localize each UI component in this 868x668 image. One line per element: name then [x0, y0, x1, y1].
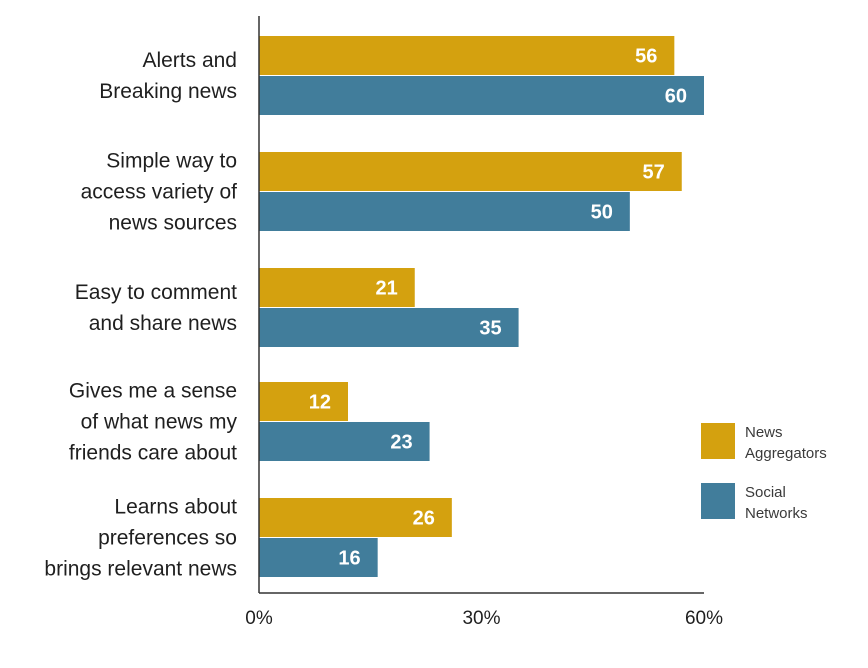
bar-series-1-category-2 [259, 308, 519, 347]
bar-series-0-category-0 [259, 36, 675, 75]
category-label-0-line-0: Alerts and [142, 49, 237, 72]
bar-series-1-category-3 [259, 422, 430, 461]
category-label-4-line-0: Learns about [114, 496, 237, 519]
legend: News Aggregators Social Networks [701, 423, 827, 522]
category-label-4-line-1: preferences so [98, 527, 237, 550]
legend-label-series-1-line-0: Social [745, 484, 786, 501]
category-label-2-line-0: Easy to comment [75, 281, 237, 304]
legend-swatch-series-0 [701, 423, 735, 459]
data-label-series-0-category-1: 57 [643, 162, 665, 184]
x-tick-label-0: 0% [245, 608, 273, 629]
legend-label-series-0-line-0: News [745, 424, 783, 441]
data-label-series-0-category-2: 21 [376, 278, 398, 300]
data-label-series-0-category-4: 26 [413, 508, 435, 530]
category-label-4-line-2: brings relevant news [44, 558, 237, 581]
category-label-3-line-2: friends care about [69, 442, 237, 465]
data-label-series-1-category-4: 16 [338, 548, 360, 570]
data-label-series-1-category-2: 35 [479, 318, 501, 340]
category-label-2-line-1: and share news [89, 312, 237, 335]
bar-series-0-category-4 [259, 498, 452, 537]
data-label-series-1-category-0: 60 [665, 86, 687, 108]
bars-layer [259, 36, 704, 577]
data-label-series-0-category-3: 12 [309, 392, 331, 414]
category-label-3-line-1: of what news my [81, 411, 238, 434]
data-label-series-1-category-1: 50 [591, 202, 613, 224]
x-tick-label-1: 30% [462, 608, 500, 629]
category-label-3-line-0: Gives me a sense [69, 380, 237, 403]
bar-series-0-category-1 [259, 152, 682, 191]
value-labels-layer: 56 60 57 50 21 35 12 23 26 16 [309, 46, 687, 570]
x-axis: 0% 30% 60% [245, 16, 723, 629]
data-label-series-1-category-3: 23 [390, 432, 412, 454]
category-label-0-line-1: Breaking news [99, 80, 237, 103]
bar-series-0-category-2 [259, 268, 415, 307]
category-labels-layer: Alerts and Breaking news Simple way to acce… [44, 49, 237, 581]
data-label-series-0-category-0: 56 [635, 46, 657, 68]
category-label-1-line-1: access variety of [81, 181, 238, 204]
legend-swatch-series-1 [701, 483, 735, 519]
bar-series-1-category-0 [259, 76, 704, 115]
legend-label-series-1-line-1: Networks [745, 505, 808, 522]
x-tick-label-2: 60% [685, 608, 723, 629]
legend-label-series-0-line-1: Aggregators [745, 445, 827, 462]
category-label-1-line-2: news sources [109, 212, 237, 235]
bar-series-1-category-4 [259, 538, 378, 577]
category-label-1-line-0: Simple way to [106, 150, 237, 173]
bar-series-1-category-1 [259, 192, 630, 231]
bar-series-0-category-3 [259, 382, 348, 421]
